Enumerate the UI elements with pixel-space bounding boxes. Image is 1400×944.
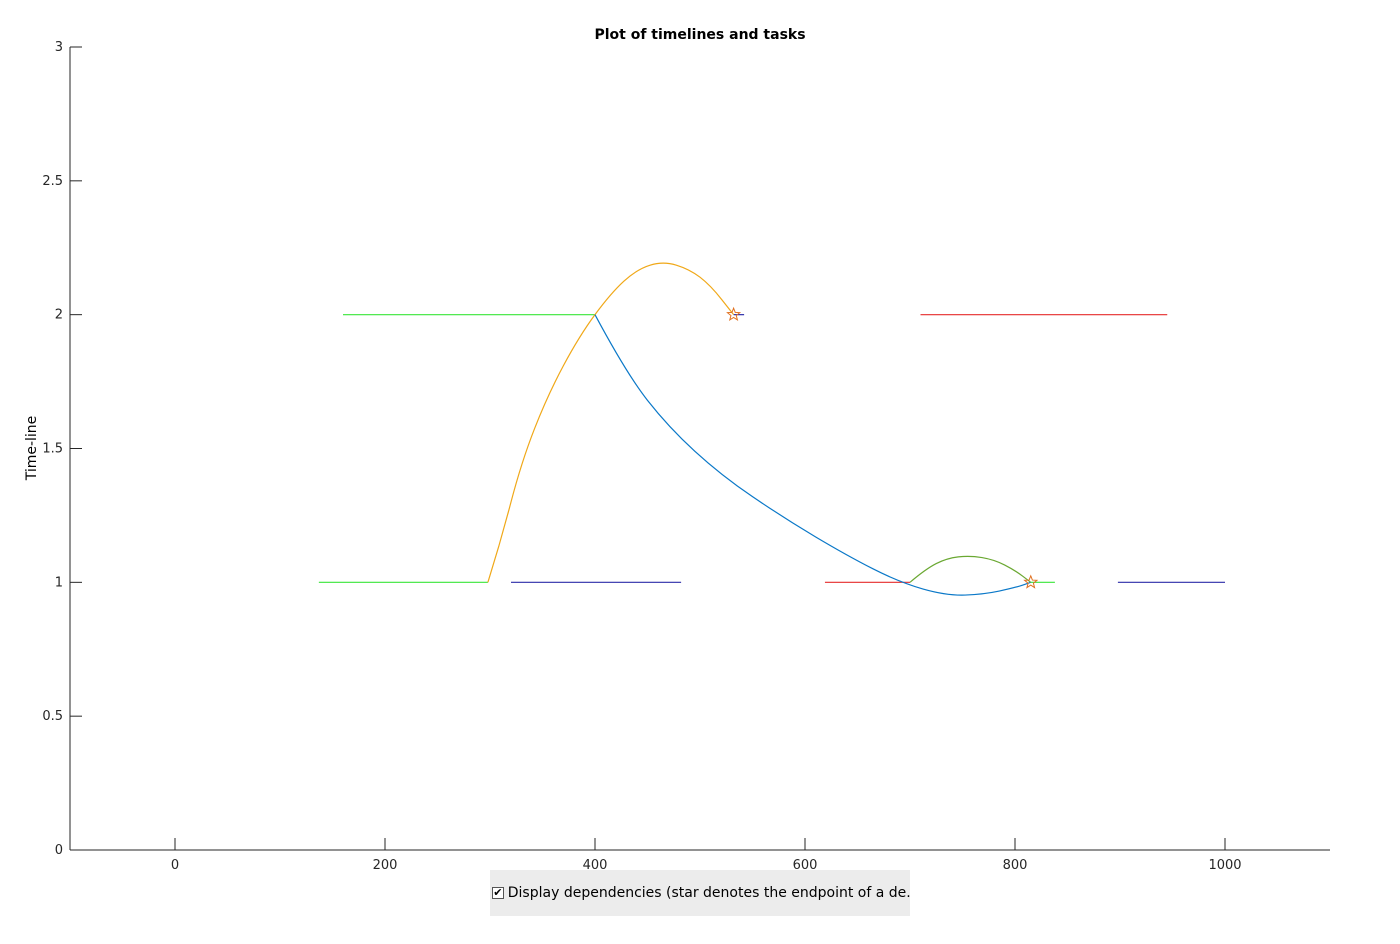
y-tick-label: 0 [55, 843, 63, 858]
x-tick-label: 200 [373, 858, 398, 873]
chart-title: Plot of timelines and tasks [594, 27, 805, 43]
x-tick-label: 1000 [1208, 858, 1241, 873]
dependency-curve [487, 262, 735, 583]
x-tick-label: 400 [583, 858, 608, 873]
dependencies-layer [487, 262, 1032, 596]
tasks-layer [318, 314, 1225, 583]
endpoint-stars-layer [726, 306, 1039, 589]
y-tick-label: 1 [55, 575, 63, 590]
endpoint-star-icon [1023, 574, 1039, 589]
x-tick-label: 800 [1003, 858, 1028, 873]
endpoint-star-icon [726, 306, 742, 322]
display-dependencies-toggle[interactable]: ✔ Display dependencies (star denotes the… [490, 870, 910, 916]
y-tick-label: 0.5 [42, 709, 63, 724]
x-tick-label: 600 [793, 858, 818, 873]
y-tick-label: 2 [55, 308, 63, 323]
y-axis-label: Time-line [24, 416, 40, 482]
y-tick-label: 2.5 [42, 174, 63, 189]
display-dependencies-label: Display dependencies (star denotes the e… [507, 885, 910, 901]
y-tick-label: 3 [55, 40, 63, 55]
dependency-curve [594, 314, 1031, 596]
axes: 0 200 400 600 800 1000 0 0.5 1 1.5 2 2.5 3 [42, 40, 1330, 873]
checkbox-check-icon[interactable]: ✔ [492, 886, 504, 899]
dependency-curve [909, 555, 1032, 583]
y-tick-label: 1.5 [42, 442, 63, 457]
x-tick-label: 0 [171, 858, 179, 873]
